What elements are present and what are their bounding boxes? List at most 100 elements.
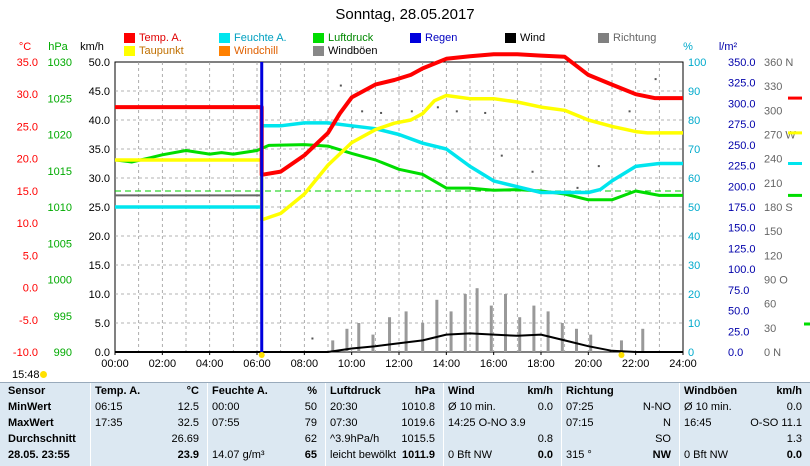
temp-axis-tick-label: 5.0 [23, 250, 38, 262]
stats-cell-value: 1015.5 [401, 433, 435, 445]
stats-column: Wind km/h Ø 10 min. 0.0 14:25 O-NO 3.9 0.8 0 B… [443, 383, 562, 466]
temp-axis-tick-label: 10.0 [17, 218, 38, 230]
direction-axis-tick-label: 0 N [764, 347, 781, 359]
direction-point [455, 110, 458, 113]
stats-cell-left: 07:30 [330, 417, 358, 429]
stats-label-text: 28.05. 23:55 [8, 449, 70, 461]
x-tick-label: 04:00 [196, 358, 224, 370]
x-tick-label: 12:00 [385, 358, 413, 370]
stats-column-header: Windböen km/h [679, 383, 810, 399]
direction-point [339, 84, 342, 87]
direction-point [484, 111, 487, 114]
stats-cell-value: 0.0 [786, 449, 802, 461]
temp-axis-tick-label: -10.0 [13, 347, 38, 359]
direction-point [628, 110, 631, 113]
stats-cell-left: 14.07 g/m³ [212, 449, 265, 461]
humidity-axis-tick-label: 10 [688, 318, 700, 330]
pressure-axis-tick-label: 1020 [48, 130, 72, 142]
stats-cell-row: 26.69 [90, 431, 207, 447]
humidity-axis-tick-label: 60 [688, 173, 700, 185]
x-axis: 00:00 02:00 04:00 06:00 08:00 10:00 12:00 14:00… [101, 352, 697, 370]
rain-axis-tick-label: 200.0 [728, 181, 756, 193]
temp-axis-unit: °C [19, 41, 31, 53]
legend-swatch-humidity [219, 33, 230, 43]
stats-cell-value: 79 [304, 417, 317, 429]
stats-cell-value: O-SO 11.1 [750, 417, 802, 429]
stats-cell-left: 0 Bft NW [684, 449, 729, 461]
direction-axis-tick-label: 300 [764, 105, 782, 117]
temp-axis-tick-label: 30.0 [17, 89, 38, 101]
stats-cell-value: 1.3 [786, 433, 802, 445]
stats-cell-row: Ø 10 min. 0.0 [443, 399, 561, 415]
temp-axis-tick-label: 25.0 [17, 121, 38, 133]
stats-label-text: MaxWert [8, 417, 54, 429]
stats-cell-row: 0 Bft NW 0.0 [679, 447, 810, 463]
direction-axis-tick-label: 270 W [764, 130, 796, 142]
weather-chart: 35.0 30.0 25.0 20.0 15.0 10.0 5.0 0.0 -5.0 -10.0 °… [13, 41, 810, 370]
stats-column: Luftdruck hPa 20:30 1010.8 07:30 1019.6 ^3.9hP… [325, 383, 444, 466]
pressure-axis-tick-label: 1000 [48, 275, 72, 287]
x-tick-label: 16:00 [480, 358, 508, 370]
stats-cell-row: 06:15 12.5 [90, 399, 207, 415]
stats-cell-value: N [663, 417, 671, 429]
stats-cell-left: 07:25 [566, 401, 594, 413]
pressure-axis-tick-label: 1025 [48, 93, 72, 105]
stats-cell-row: 0 Bft NW 0.0 [443, 447, 561, 463]
stats-cell-left: 14:25 O-NO 3.9 [448, 417, 526, 429]
sun-marker [258, 352, 265, 358]
wind-axis-tick-label: 25.0 [89, 202, 110, 214]
stats-cell-value: 1011.9 [401, 449, 435, 461]
stats-cell-row: 07:15 N [561, 415, 679, 431]
stats-row-label: MaxWert [0, 415, 90, 431]
humidity-axis-tick-label: 100 [688, 57, 706, 69]
stats-cell-value: 0.0 [786, 401, 802, 413]
pressure-axis-tick-label: 1030 [48, 57, 72, 69]
stats-cell-left: 16:45 [684, 417, 712, 429]
legend-swatch-dewpoint [124, 46, 135, 56]
direction-point [654, 78, 657, 81]
stats-header-name: Feuchte A. [212, 385, 268, 397]
rain-axis-tick-label: 0.0 [728, 347, 743, 359]
wind-axis-tick-label: 35.0 [89, 144, 110, 156]
direction-point [311, 337, 314, 340]
wind-axis-tick-label: 40.0 [89, 115, 110, 127]
stats-label-text: MinWert [8, 401, 52, 413]
legend-swatch-rain [410, 33, 421, 43]
stats-cell-row: 315 ° NW [561, 447, 679, 463]
stats-cell-row: SO [561, 431, 679, 447]
rain-axis-tick-label: 25.0 [728, 326, 749, 338]
sun-marker [618, 352, 625, 358]
stats-cell-value: 23.9 [177, 449, 199, 461]
status-bar: 15:48 [0, 368, 810, 382]
stats-header-unit: hPa [414, 385, 435, 397]
humidity-axis-tick-label: 30 [688, 260, 700, 272]
x-tick-label: 06:00 [243, 358, 271, 370]
series-dewpoint [115, 93, 683, 222]
direction-point [436, 106, 439, 109]
stats-cell-row: 23.9 [90, 447, 207, 463]
stats-cell-value: 65 [304, 449, 317, 461]
chart-plot [114, 52, 683, 353]
stats-header-name: Wind [448, 385, 475, 397]
direction-point [380, 111, 383, 114]
legend-swatch-direction [598, 33, 609, 43]
stats-cell-left: leicht bewölkt [330, 449, 397, 461]
direction-axis-tick-label: 240 [764, 154, 782, 166]
stats-cell-row: 0.8 [443, 431, 561, 447]
stats-cell-row: 07:55 79 [207, 415, 325, 431]
pressure-axis-unit: hPa [48, 41, 68, 53]
direction-point [597, 165, 600, 168]
sun-icon [40, 371, 47, 378]
temp-axis-tick-label: -5.0 [19, 315, 38, 327]
stats-column-header: Temp. A. °C [90, 383, 207, 399]
humidity-axis-unit: % [683, 41, 693, 53]
legend-swatch-windchill [219, 46, 230, 56]
direction-axis-tick-label: 210 [764, 178, 782, 190]
legend-swatch-pressure [313, 33, 324, 43]
rain-axis-tick-label: 325.0 [728, 78, 756, 90]
stats-header-unit: % [307, 385, 317, 397]
direction-point [576, 186, 579, 189]
stats-cell-row: 07:30 1019.6 [325, 415, 443, 431]
temp-axis-tick-label: 15.0 [17, 186, 38, 198]
stats-column: Temp. A. °C 06:15 12.5 17:35 32.5 26.69 23.9 [90, 383, 208, 466]
